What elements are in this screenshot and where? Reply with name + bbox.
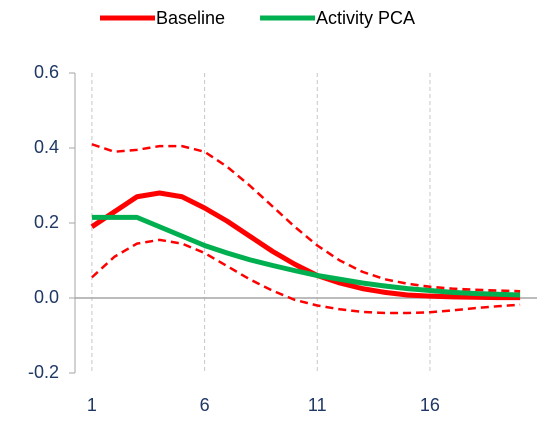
band-line — [91, 238, 521, 315]
x-tick-label: 1 — [87, 395, 97, 415]
band-line — [91, 143, 521, 293]
legend-label: Baseline — [156, 8, 225, 28]
y-tick-label: -0.2 — [28, 362, 59, 382]
y-tick-label: 0.6 — [34, 62, 59, 82]
y-tick-label: 0.4 — [34, 137, 59, 157]
x-tick-label: 11 — [308, 395, 327, 415]
series-line — [91, 214, 521, 298]
y-tick-label: 0.2 — [34, 212, 59, 232]
x-tick-label: 6 — [200, 395, 210, 415]
x-tick-label: 16 — [420, 395, 440, 415]
y-tick-label: 0.0 — [34, 287, 59, 307]
series-line — [90, 190, 521, 301]
legend-label: Activity PCA — [316, 8, 415, 28]
